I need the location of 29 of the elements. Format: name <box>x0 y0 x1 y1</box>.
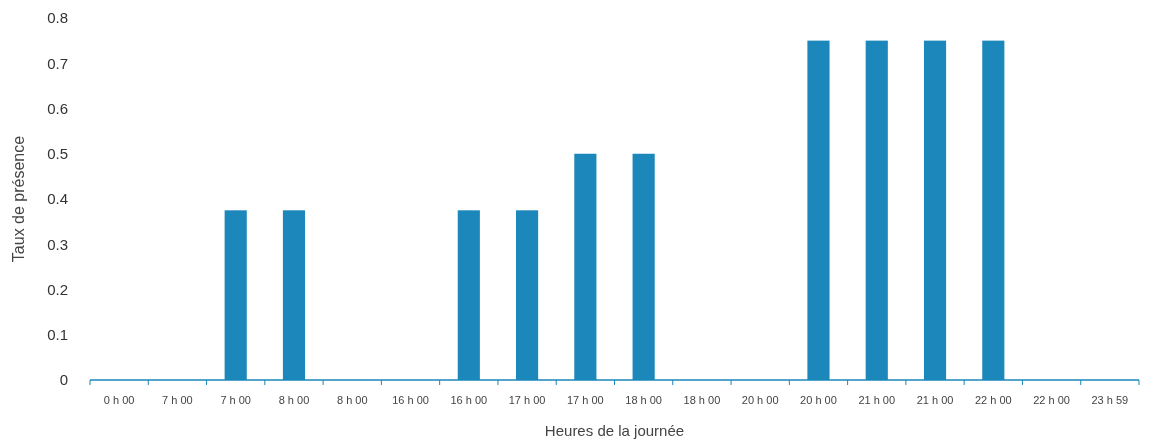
y-tick-label: 0.6 <box>47 99 68 117</box>
y-tick-label: 0.5 <box>47 145 68 162</box>
x-tick-label: 23 h 59 <box>1091 394 1129 406</box>
x-tick-label: 16 h 00 <box>392 394 429 406</box>
x-tick-label: 17 h 00 <box>567 394 604 406</box>
y-tick-label: 0.3 <box>47 235 68 253</box>
x-tick-label: 17 h 00 <box>508 394 546 406</box>
x-tick-label: 18 h 00 <box>625 394 662 406</box>
x-tick-label: 0 h 00 <box>103 394 135 406</box>
x-tick-label: 7 h 00 <box>220 394 251 406</box>
y-tick-label: 0.2 <box>47 280 68 298</box>
x-tick-label: 21 h 00 <box>916 394 954 406</box>
x-axis-title: Heures de la journée <box>544 422 685 439</box>
y-tick-label: 0.8 <box>47 9 68 27</box>
y-tick-label: 0.4 <box>47 190 68 208</box>
x-tick-label: 18 h 00 <box>683 394 721 406</box>
x-tick-label: 20 h 00 <box>741 394 779 406</box>
x-tick-label: 22 h 00 <box>974 394 1012 406</box>
y-axis-title: Taux de présence <box>10 135 27 263</box>
x-tick-label: 22 h 00 <box>1033 394 1070 406</box>
x-tick-label: 20 h 00 <box>800 394 837 406</box>
x-tick-label: 8 h 00 <box>336 394 368 406</box>
y-tick-label: 0.1 <box>47 326 68 343</box>
y-tick-label: 0 <box>59 371 68 389</box>
y-tick-label: 0.7 <box>47 54 68 72</box>
x-tick-label: 16 h 00 <box>450 394 488 406</box>
x-tick-label: 7 h 00 <box>162 394 193 406</box>
x-tick-label: 21 h 00 <box>858 394 896 406</box>
x-tick-label: 8 h 00 <box>278 394 310 406</box>
